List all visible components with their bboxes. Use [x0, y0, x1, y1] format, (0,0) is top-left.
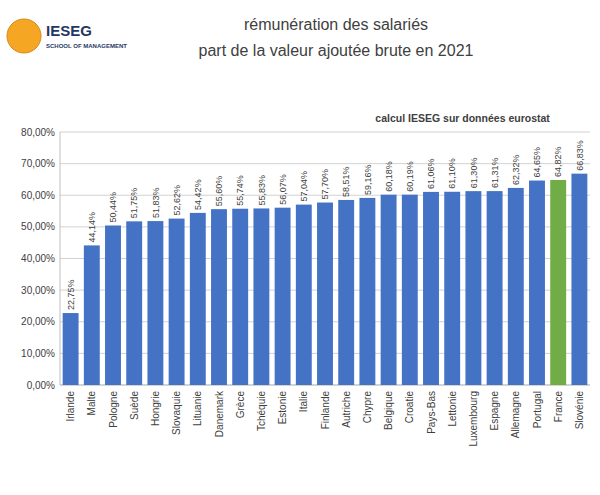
bar — [487, 191, 503, 385]
logo-text: IESEG — [46, 22, 92, 39]
x-tick-label: France — [553, 391, 564, 423]
data-label: 54,42% — [193, 179, 203, 210]
bar — [105, 225, 121, 385]
x-tick-label: Belgique — [383, 391, 394, 430]
bar — [550, 180, 566, 385]
annotation: calcul IESEG sur données eurostat — [375, 112, 550, 124]
x-tick-label: Slovénie — [574, 391, 585, 430]
x-tick-label: Allemagne — [510, 391, 521, 439]
bar — [465, 191, 481, 385]
bar — [169, 219, 185, 385]
x-tick-label: Danemark — [214, 390, 225, 437]
y-tick-label: 60,00% — [21, 190, 55, 201]
x-tick-label: Autriche — [341, 391, 352, 428]
bar — [381, 195, 397, 385]
bar — [444, 192, 460, 385]
chart: rémunération des salariés part de la vale… — [0, 0, 600, 495]
data-label: 64,65% — [532, 147, 542, 178]
logo-circle — [7, 19, 41, 53]
bar — [359, 198, 375, 385]
bar — [190, 213, 206, 385]
bar — [275, 208, 291, 385]
x-tick-label: Espagne — [489, 391, 500, 431]
bar — [317, 203, 333, 385]
bar — [232, 209, 248, 385]
data-label: 61,06% — [426, 158, 436, 189]
x-tick-label: Tchéquie — [256, 391, 267, 431]
bar — [84, 245, 100, 385]
x-tick-label: Luxembourg — [468, 391, 479, 447]
data-label: 55,83% — [257, 175, 267, 206]
y-tick-label: 20,00% — [21, 316, 55, 327]
subtitle: part de la valeur ajoutée brute en 2021 — [199, 42, 474, 59]
x-tick-label: Lettonie — [447, 391, 458, 427]
data-label: 51,75% — [129, 188, 139, 219]
data-label: 56,07% — [278, 174, 288, 205]
data-label: 61,10% — [447, 158, 457, 189]
y-tick-label: 80,00% — [21, 127, 55, 138]
data-label: 52,62% — [172, 185, 182, 216]
logo: IESEG SCHOOL OF MANAGEMENT — [7, 19, 127, 53]
data-label: 60,19% — [405, 161, 415, 192]
bar — [571, 174, 587, 385]
bar — [402, 195, 418, 385]
data-label: 57,04% — [299, 171, 309, 202]
x-tick-label: Grèce — [235, 391, 246, 419]
y-tick-label: 10,00% — [21, 348, 55, 359]
x-tick-label: Croatie — [404, 391, 415, 424]
data-label: 55,60% — [214, 176, 224, 207]
y-tick-label: 70,00% — [21, 158, 55, 169]
bar — [63, 313, 79, 385]
data-label: 55,74% — [235, 175, 245, 206]
x-tick-label: Hongrie — [150, 391, 161, 426]
bar — [211, 209, 227, 385]
y-tick-label: 50,00% — [21, 221, 55, 232]
data-label: 66,83% — [575, 140, 585, 171]
bar — [147, 221, 163, 385]
bars — [63, 174, 588, 385]
title: rémunération des salariés — [244, 16, 428, 33]
data-labels: 22,75% 44,14% 50,44% 51,75% 51,83% 52,62% 54,4… — [66, 140, 585, 310]
data-label: 51,83% — [151, 188, 161, 219]
data-label: 59,16% — [363, 164, 373, 195]
x-tick-label: Pologne — [108, 391, 119, 428]
x-tick-label: Slovaquie — [171, 391, 182, 435]
data-label: 50,44% — [108, 192, 118, 223]
bar — [296, 205, 312, 385]
x-tick-label: Finlande — [320, 391, 331, 430]
x-tick-label: Portugal — [532, 391, 543, 428]
x-tick-label: Pays-Bas — [426, 391, 437, 434]
x-tick-label: Lituanie — [192, 391, 203, 426]
x-tick-label: Italie — [298, 391, 309, 413]
x-tick-label: Suède — [129, 391, 140, 420]
data-label: 44,14% — [87, 212, 97, 243]
grid-line — [60, 132, 590, 133]
y-tick-label: 30,00% — [21, 285, 55, 296]
x-tick-label: Malte — [86, 391, 97, 416]
data-label: 58,51% — [341, 166, 351, 197]
y-axis-line — [60, 132, 61, 385]
data-label: 64,82% — [553, 146, 563, 177]
bar — [423, 192, 439, 385]
bar — [529, 181, 545, 385]
data-label: 57,70% — [320, 169, 330, 200]
y-tick-label: 40,00% — [21, 253, 55, 264]
y-tick-label: 0,00% — [27, 380, 55, 391]
x-tick-label: Chypre — [362, 391, 373, 424]
bar — [508, 188, 524, 385]
logo-subtext: SCHOOL OF MANAGEMENT — [46, 43, 127, 49]
x-tick-labels: Irlande Malte Pologne Suède Hongrie Slovaquie… — [65, 390, 585, 447]
data-label: 61,30% — [469, 158, 479, 189]
bar — [253, 208, 269, 385]
data-label: 62,32% — [511, 154, 521, 185]
grid — [60, 132, 590, 385]
data-label: 61,31% — [490, 158, 500, 189]
bar — [338, 200, 354, 385]
x-tick-label: Estonie — [277, 391, 288, 425]
x-tick-label: Irlande — [65, 391, 76, 422]
bar — [126, 221, 142, 385]
data-label: 22,75% — [66, 280, 76, 311]
data-label: 60,18% — [384, 161, 394, 192]
